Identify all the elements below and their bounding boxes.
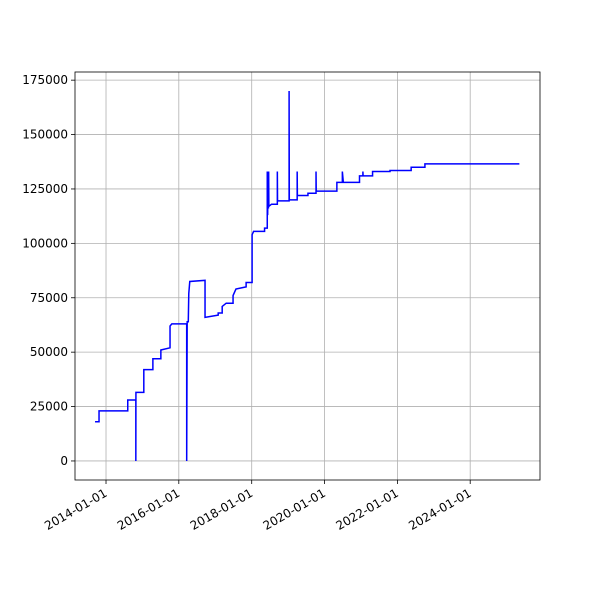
- plot-frame: [74, 71, 541, 481]
- y-tick-label: 50000: [30, 345, 68, 359]
- y-tick-label: 0: [60, 454, 68, 468]
- x-tick-label: 2024-01-01: [406, 486, 473, 533]
- y-tick-label: 75000: [30, 291, 68, 305]
- y-tick-label: 25000: [30, 400, 68, 414]
- x-tick-label: 2016-01-01: [115, 486, 182, 533]
- x-tick-label: 2018-01-01: [188, 486, 255, 533]
- y-tick-label: 175000: [22, 73, 68, 87]
- y-tick-label: 100000: [22, 236, 68, 250]
- x-tick-label: 2022-01-01: [333, 486, 400, 533]
- x-tick-label: 2020-01-01: [261, 486, 328, 533]
- y-tick-label: 125000: [22, 182, 68, 196]
- y-tick-label: 150000: [22, 128, 68, 142]
- x-tick-label: 2014-01-01: [42, 486, 109, 533]
- data-line: [95, 91, 520, 461]
